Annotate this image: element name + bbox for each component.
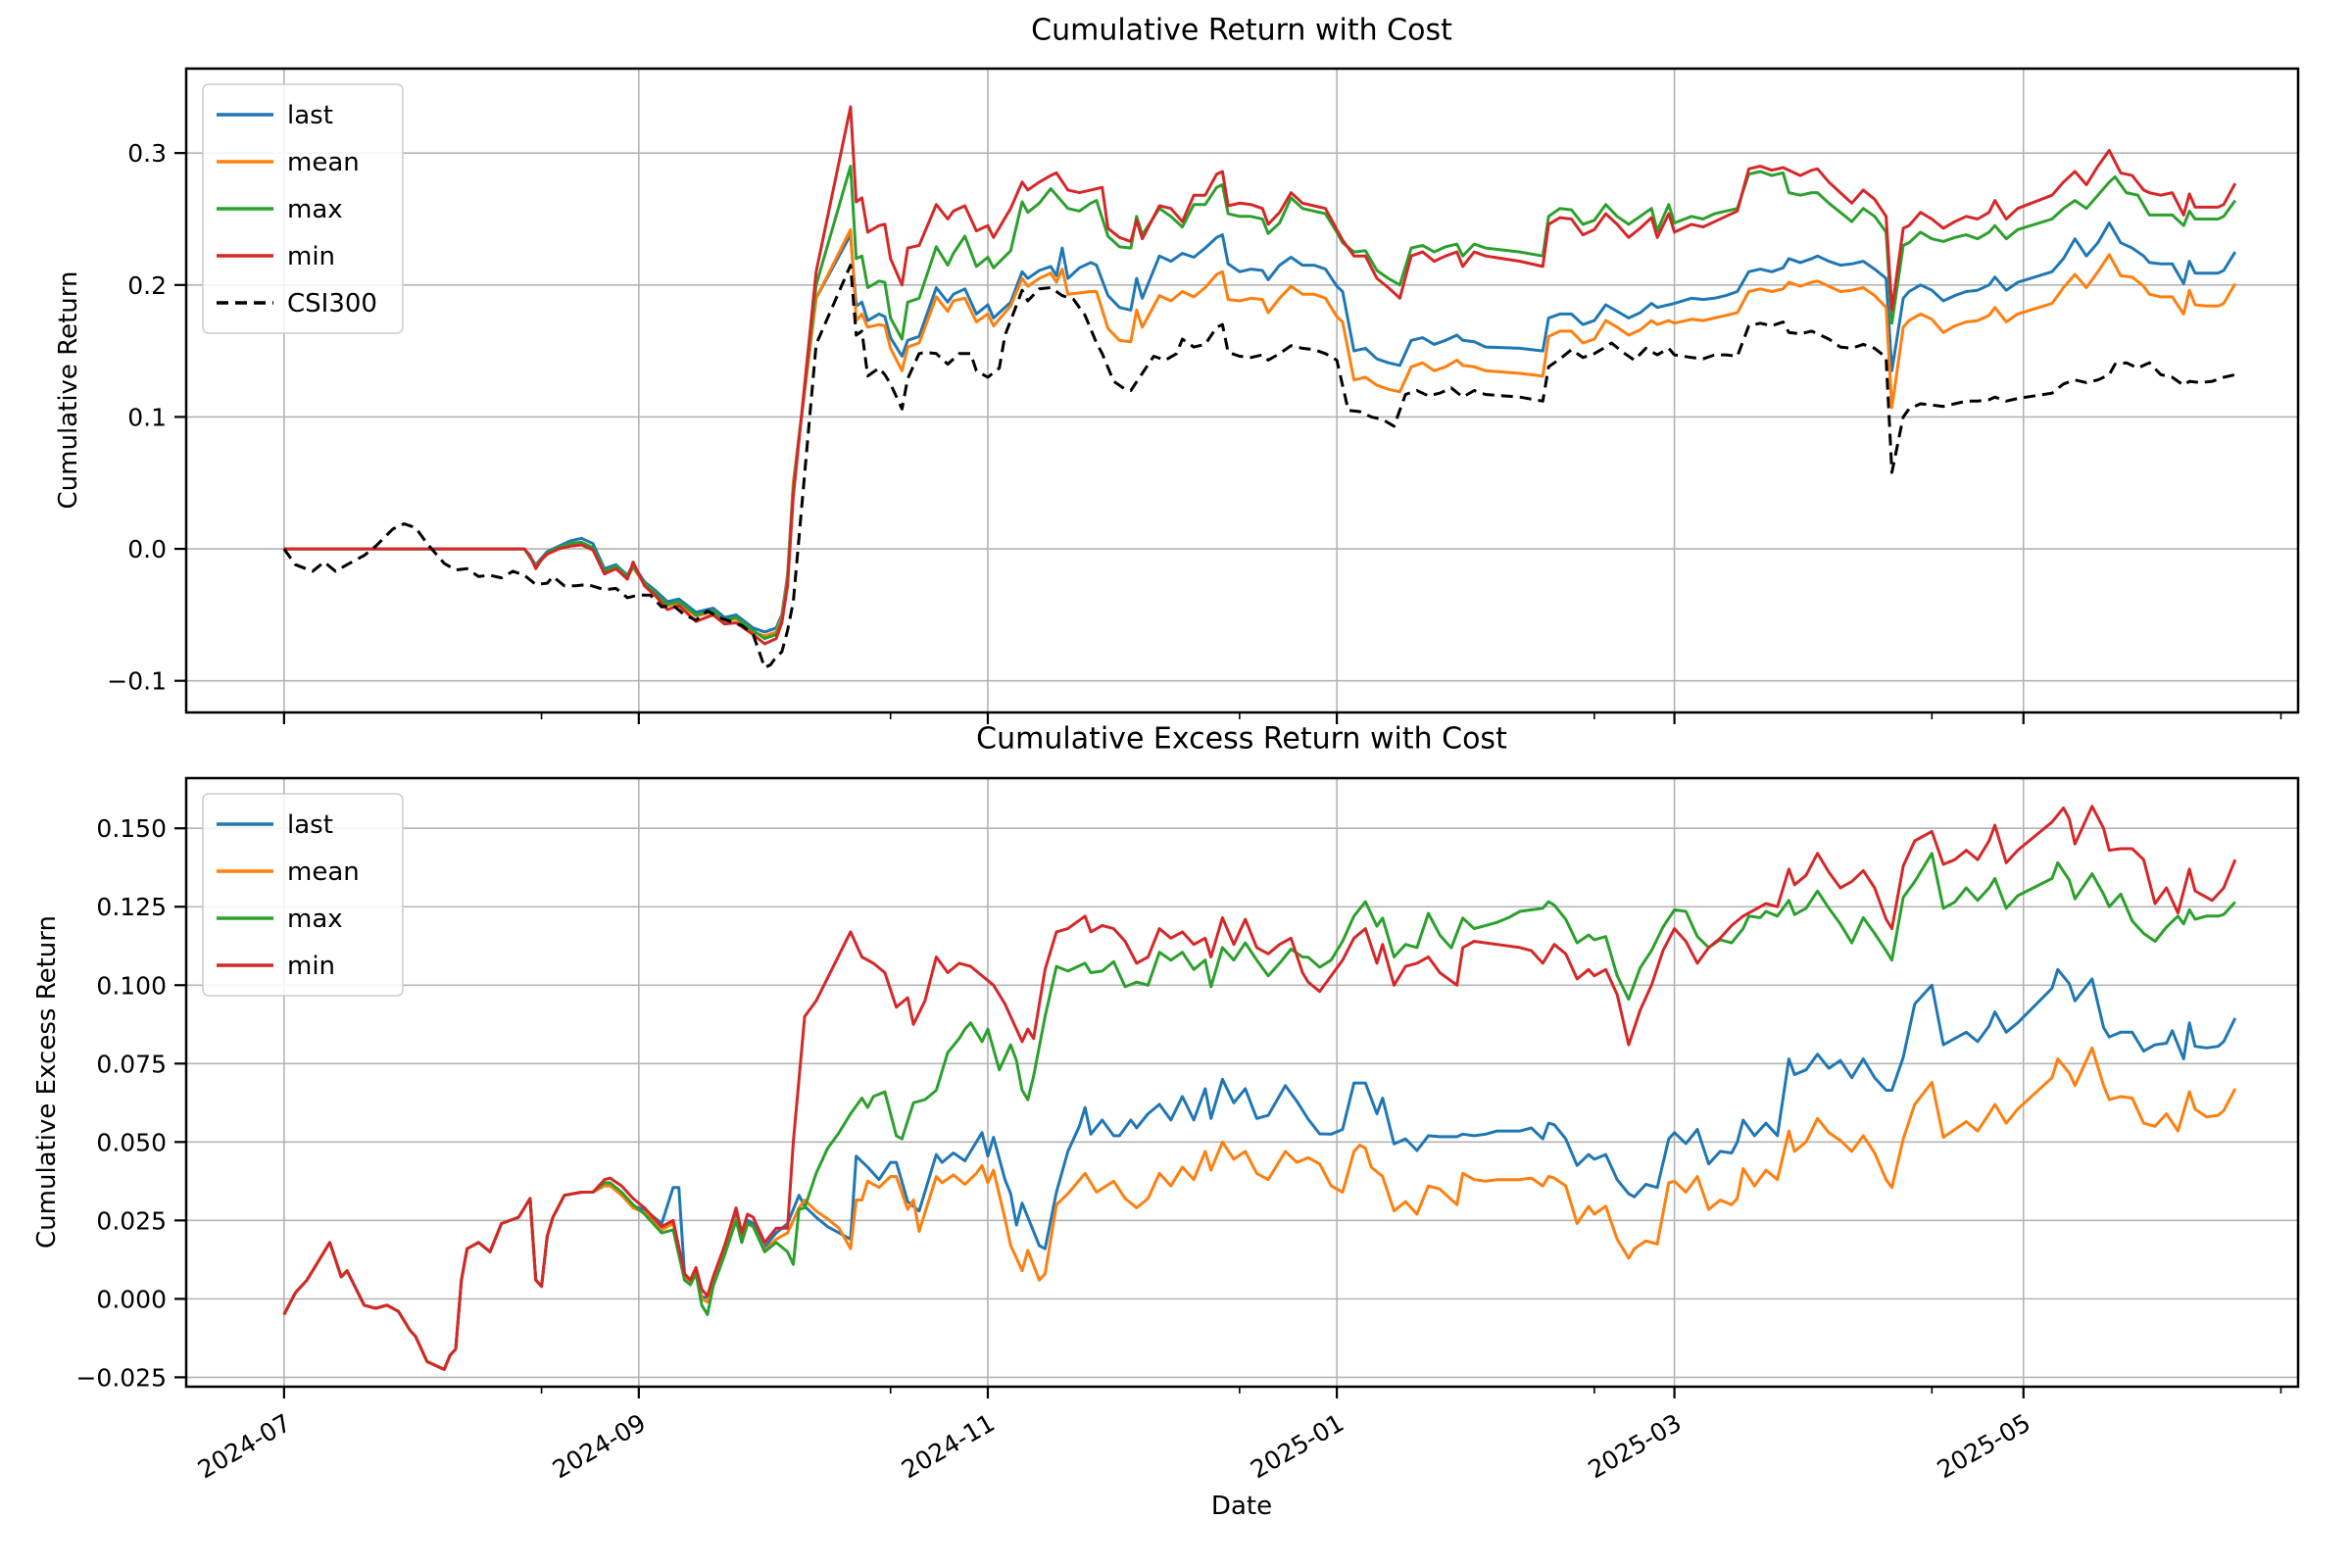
y-tick-label: 0.150 [96, 814, 167, 843]
legend-box [202, 83, 404, 334]
legend-label-min: min [287, 952, 335, 981]
plot-border [184, 776, 2300, 1389]
legend-label-min: min [287, 242, 335, 271]
legend-label-CSI300: CSI300 [287, 289, 377, 318]
x-tick-label: 2025-03 [1584, 1408, 1687, 1484]
y-tick-label: −0.1 [107, 667, 167, 696]
y-tick-label: 0.000 [96, 1285, 167, 1313]
series-line-max [282, 852, 2236, 1371]
legend-label-max: max [287, 195, 343, 224]
legend-label-last: last [287, 810, 333, 840]
series-line-mean [282, 1046, 2237, 1371]
x-tick-label: 2025-01 [1246, 1408, 1348, 1484]
bottom-y-axis-label: Cumulative Excess Return [32, 915, 62, 1249]
top-y-axis-label: Cumulative Return [54, 270, 83, 510]
x-tick-label: 2024-07 [193, 1408, 296, 1484]
x-tick-label: 2025-05 [1933, 1408, 2035, 1484]
y-tick-label: 0.100 [96, 971, 167, 1000]
series-line-mean [283, 227, 2237, 638]
top-chart-title: Cumulative Return with Cost [1031, 13, 1452, 48]
y-tick-label: 0.125 [96, 893, 167, 921]
y-tick-label: 0.2 [127, 271, 167, 300]
plot-border [184, 67, 2300, 714]
series-line-max [283, 165, 2237, 641]
legend-label-max: max [287, 905, 343, 934]
legend-label-mean: mean [287, 148, 360, 177]
x-axis-label: Date [1210, 1492, 1273, 1521]
series-line-min [283, 105, 2237, 646]
series-line-min [282, 805, 2237, 1371]
y-tick-label: 0.0 [127, 535, 167, 564]
x-tick-label: 2024-11 [897, 1408, 1000, 1484]
y-tick-label: 0.050 [96, 1128, 167, 1156]
legend-label-mean: mean [287, 858, 360, 887]
y-tick-label: 0.075 [96, 1050, 167, 1078]
bottom-chart-title: Cumulative Excess Return with Cost [976, 721, 1507, 757]
x-tick-label: 2024-09 [548, 1408, 651, 1484]
y-tick-label: 0.3 [127, 139, 167, 168]
y-tick-label: 0.1 [127, 403, 167, 431]
y-tick-label: −0.025 [75, 1363, 167, 1392]
series-line-last [282, 967, 2237, 1371]
series-line-CSI300 [282, 264, 2236, 669]
legend-box [202, 793, 404, 997]
y-tick-label: 0.025 [96, 1206, 167, 1235]
legend-label-last: last [287, 101, 333, 130]
